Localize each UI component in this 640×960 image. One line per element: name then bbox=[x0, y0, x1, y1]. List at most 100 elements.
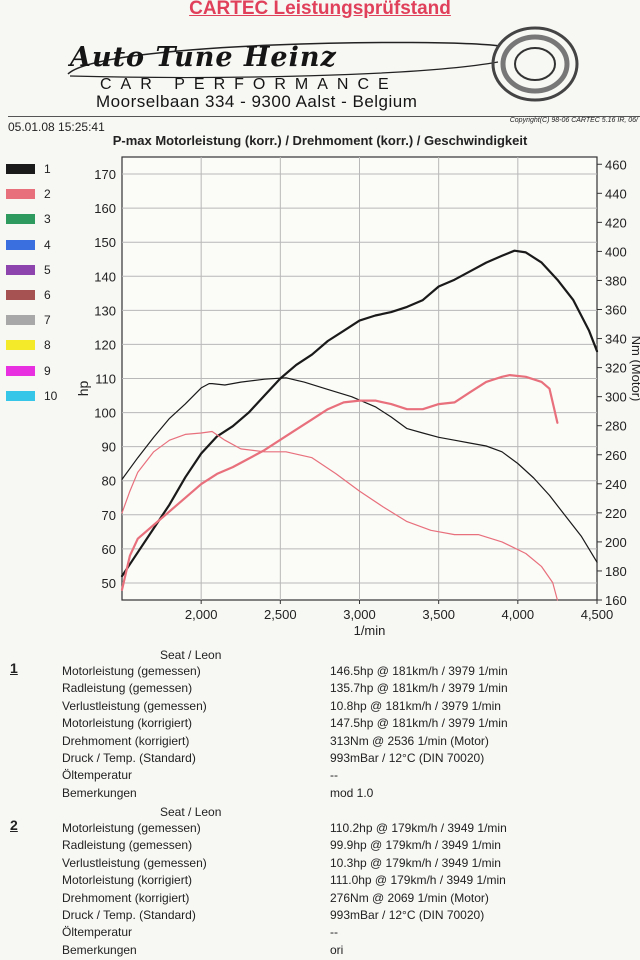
y2-tick-label: 340 bbox=[605, 332, 627, 347]
legend-swatch bbox=[6, 214, 35, 225]
result-value: 111.0hp @ 179km/h / 3949 1/min bbox=[330, 873, 506, 888]
dyno-chart: 50 60 70 80 90 100 110 120 130 140 150 160 170 160 180… bbox=[75, 156, 640, 638]
x-tick-label: 4,000 bbox=[502, 607, 535, 622]
result-row: Radleistung (gemessen) 135.7hp @ 181km/h … bbox=[62, 681, 632, 698]
vehicle-name: Seat / Leon bbox=[160, 805, 222, 819]
x-tick-label: 2,000 bbox=[185, 607, 218, 622]
logo-subtitle: CAR PERFORMANCE bbox=[100, 76, 398, 93]
result-value: 99.9hp @ 179km/h / 3949 1/min bbox=[330, 838, 501, 853]
legend-item-10: 10 bbox=[6, 389, 86, 407]
result-label: Motorleistung (gemessen) bbox=[62, 821, 201, 835]
result-label: Drehmoment (korrigiert) bbox=[62, 733, 190, 748]
legend-label: 10 bbox=[44, 388, 58, 403]
result-label: Motorleistung (korrigiert) bbox=[62, 873, 193, 888]
result-value: -- bbox=[330, 768, 338, 783]
result-row: Radleistung (gemessen) 99.9hp @ 179km/h /… bbox=[62, 838, 632, 855]
y2-tick-label: 360 bbox=[605, 303, 627, 318]
series-1-torque-line bbox=[121, 377, 598, 563]
result-row: Motorleistung (gemessen) 146.5hp @ 181km/… bbox=[62, 664, 632, 681]
y-tick-label: 90 bbox=[102, 440, 116, 455]
result-value: 10.3hp @ 179km/h / 3949 1/min bbox=[330, 855, 501, 870]
legend-item-1: 1 bbox=[6, 162, 86, 180]
legend-item-3: 3 bbox=[6, 212, 86, 230]
result-label: Verlustleistung (gemessen) bbox=[62, 855, 207, 870]
legend-item-9: 9 bbox=[6, 364, 86, 382]
legend-swatch bbox=[6, 340, 35, 351]
y-tick-label: 160 bbox=[94, 201, 116, 216]
result-value: 135.7hp @ 181km/h / 3979 1/min bbox=[330, 681, 508, 696]
legend-label: 8 bbox=[44, 338, 51, 353]
y2-tick-label: 220 bbox=[605, 506, 627, 521]
result-label: Öltemperatur bbox=[62, 768, 133, 783]
result-row: Verlustleistung (gemessen) 10.8hp @ 181km… bbox=[62, 699, 632, 716]
legend-label: 7 bbox=[44, 313, 51, 328]
legend-label: 1 bbox=[44, 162, 51, 176]
y2-tick-label: 400 bbox=[605, 244, 627, 259]
y-tick-label: 130 bbox=[94, 303, 116, 318]
header-divider bbox=[8, 116, 640, 117]
result-row: Motorleistung (korrigiert) 147.5hp @ 181k… bbox=[62, 716, 632, 733]
result-value: mod 1.0 bbox=[330, 785, 374, 800]
y-tick-label: 140 bbox=[94, 269, 116, 284]
x-tick-label: 3,500 bbox=[422, 607, 455, 622]
y-tick-label: 70 bbox=[102, 508, 116, 523]
result-value: 993mBar / 12°C (DIN 70020) bbox=[330, 908, 485, 922]
legend-swatch bbox=[6, 164, 35, 174]
legend-swatch bbox=[6, 264, 35, 275]
result-value: 276Nm @ 2069 1/min (Motor) bbox=[330, 890, 489, 905]
y2-tick-label: 420 bbox=[605, 215, 627, 230]
result-value: 993mBar / 12°C (DIN 70020) bbox=[330, 751, 485, 765]
y-tick-label: 120 bbox=[94, 337, 116, 352]
legend-swatch bbox=[6, 189, 35, 200]
series-1-power-line bbox=[120, 249, 599, 578]
result-label: Bemerkungen bbox=[62, 942, 137, 957]
result-label: Druck / Temp. (Standard) bbox=[62, 751, 196, 765]
x-tick-label: 3,000 bbox=[343, 607, 376, 622]
legend-item-5: 5 bbox=[6, 263, 86, 281]
result-label: Drehmoment (korrigiert) bbox=[62, 890, 190, 905]
result-row: Öltemperatur -- bbox=[62, 768, 632, 785]
result-value: ori bbox=[330, 942, 344, 957]
y2-tick-label: 200 bbox=[605, 535, 627, 550]
legend-item-2: 2 bbox=[6, 187, 86, 205]
result-value: 147.5hp @ 181km/h / 3979 1/min bbox=[330, 716, 508, 731]
result-label: Bemerkungen bbox=[62, 785, 137, 800]
y-tick-label: 150 bbox=[94, 235, 116, 250]
company-address: Moorselbaan 334 - 9300 Aalst - Belgium bbox=[96, 92, 418, 111]
chart-title: P-max Motorleistung (korr.) / Drehmoment… bbox=[112, 133, 528, 148]
result-row: Verlustleistung (gemessen) 10.3hp @ 179km… bbox=[62, 856, 632, 873]
x-tick-label: 4,500 bbox=[581, 607, 614, 622]
legend-label: 9 bbox=[44, 363, 51, 378]
legend-swatch bbox=[6, 290, 35, 300]
y2-tick-label: 380 bbox=[605, 273, 627, 288]
y2-tick-label: 320 bbox=[605, 361, 627, 376]
x-axis-label: 1/min bbox=[354, 623, 386, 638]
logo-swoosh bbox=[67, 41, 501, 79]
legend-swatch bbox=[6, 239, 35, 250]
result-row: Motorleistung (gemessen) 110.2hp @ 179km/… bbox=[62, 821, 632, 838]
legend-item-8: 8 bbox=[6, 338, 86, 356]
timestamp: 05.01.08 15:25:41 bbox=[8, 120, 105, 134]
legend-swatch bbox=[6, 365, 35, 376]
result-label: Öltemperatur bbox=[62, 925, 133, 940]
result-label: Radleistung (gemessen) bbox=[62, 681, 193, 696]
report-title: CARTEC Leistungsprüfstand bbox=[189, 0, 451, 19]
y-tick-label: 170 bbox=[94, 167, 116, 182]
legend-swatch bbox=[6, 315, 35, 326]
x-tick-label: 2,500 bbox=[264, 607, 297, 622]
y2-tick-label: 440 bbox=[605, 186, 627, 201]
result-row: Druck / Temp. (Standard) 993mBar / 12°C (… bbox=[62, 751, 632, 768]
legend-label: 4 bbox=[44, 237, 51, 252]
y2-tick-label: 160 bbox=[605, 593, 627, 608]
y2-tick-label: 260 bbox=[605, 448, 627, 463]
logo-ring-icon bbox=[491, 26, 579, 102]
result-row: Druck / Temp. (Standard) 993mBar / 12°C (… bbox=[62, 908, 632, 925]
legend-item-4: 4 bbox=[6, 238, 86, 256]
result-row: Motorleistung (korrigiert) 111.0hp @ 179k… bbox=[62, 873, 632, 890]
logo-wordmark: Auto Tune Heinz bbox=[70, 42, 337, 73]
result-row: Bemerkungen mod 1.0 bbox=[62, 786, 632, 803]
result-label: Druck / Temp. (Standard) bbox=[62, 908, 196, 922]
result-row: Öltemperatur -- bbox=[62, 925, 632, 942]
y-axis-label: hp bbox=[75, 381, 91, 397]
y2-tick-label: 460 bbox=[605, 157, 627, 172]
